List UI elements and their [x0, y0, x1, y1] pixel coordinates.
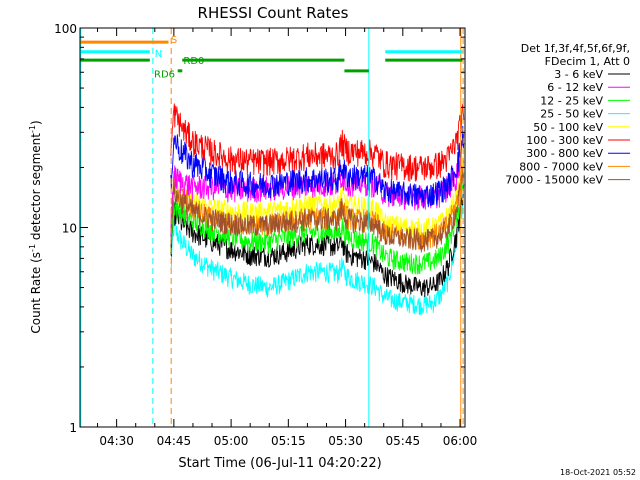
y-tick-label: 100	[54, 22, 77, 36]
legend-item-label: 12 - 25 keV	[540, 94, 603, 107]
legend-item-label: 7000 - 15000 keV	[505, 174, 603, 187]
x-tick-label: 05:30	[328, 434, 363, 448]
y-label-exp-1: -1	[28, 244, 37, 252]
legend-header-line-1: Det 1f,3f,4f,5f,6f,9f,	[521, 42, 630, 55]
y-label-part-3: )	[29, 120, 43, 125]
y-label-part-2: detector segment	[29, 133, 43, 244]
timestamp: 18-Oct-2021 05:52	[560, 468, 636, 477]
legend-item-label: 25 - 50 keV	[540, 108, 603, 121]
state-bars: SN RD0 RD6	[80, 35, 463, 81]
legend-item-label: 3 - 6 keV	[554, 68, 603, 81]
x-tick-label: 05:15	[271, 434, 306, 448]
y-axis-label: Count Rate (s-1 detector segment-1)	[28, 120, 43, 333]
series-line	[170, 125, 465, 208]
x-tick-label: 06:00	[443, 434, 478, 448]
state-label: S	[171, 35, 177, 46]
data-layer	[170, 103, 465, 316]
axes: 04:30 04:45 05:00 05:15 05:30 05:45 06:00 1 10 10…	[54, 22, 477, 448]
y-label-exp-2: -1	[28, 125, 37, 133]
chart-title: RHESSI Count Rates	[198, 4, 349, 22]
state-label: RD6	[154, 70, 175, 81]
y-tick-label: 10	[62, 222, 77, 236]
legend-item-label: 6 - 12 keV	[547, 81, 603, 94]
legend: Det 1f,3f,4f,5f,6f,9f, FDecim 1, Att 0 3…	[505, 42, 630, 187]
legend-header-line-2: FDecim 1, Att 0	[545, 55, 630, 68]
legend-item-label: 800 - 7000 keV	[519, 160, 603, 173]
x-tick-label: 04:30	[99, 434, 134, 448]
legend-item-label: 100 - 300 keV	[526, 134, 603, 147]
state-label: N	[155, 49, 162, 60]
series-line	[170, 183, 465, 316]
y-tick-label: 1	[69, 421, 77, 435]
x-tick-label: 05:00	[214, 434, 249, 448]
x-tick-label: 05:45	[386, 434, 421, 448]
x-axis-label: Start Time (06-Jul-11 04:20:22)	[178, 456, 381, 471]
y-label-part-1: Count Rate (s	[29, 252, 43, 334]
series-line	[170, 103, 465, 182]
state-label: RD0	[183, 56, 204, 67]
series-line	[170, 184, 465, 298]
series-line	[170, 166, 465, 253]
legend-item-label: 300 - 800 keV	[526, 147, 603, 160]
x-tick-label: 04:45	[157, 434, 192, 448]
legend-item-label: 50 - 100 keV	[533, 121, 603, 134]
